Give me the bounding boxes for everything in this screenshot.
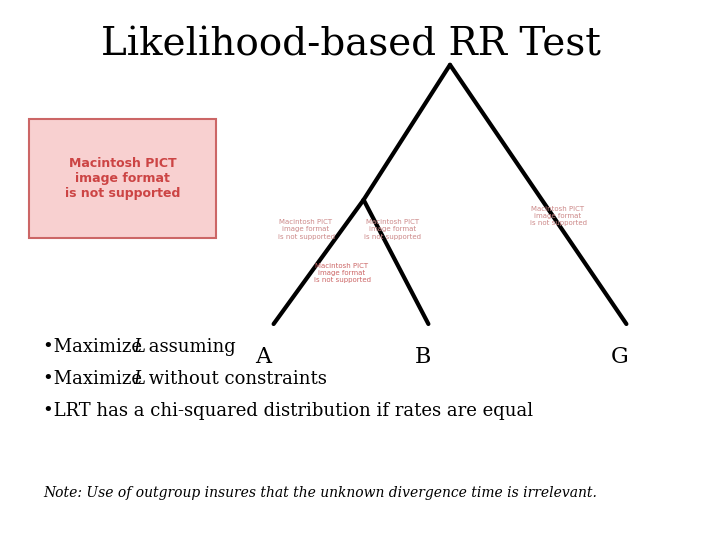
Text: L: L [133, 370, 145, 388]
Text: L: L [133, 338, 145, 355]
Text: Macintosh PICT
image format
is not supported: Macintosh PICT image format is not suppo… [277, 219, 335, 240]
Text: B: B [415, 346, 431, 368]
FancyBboxPatch shape [29, 119, 216, 238]
Text: Likelihood-based RR Test: Likelihood-based RR Test [101, 27, 600, 64]
Text: •LRT has a chi-squared distribution if rates are equal: •LRT has a chi-squared distribution if r… [43, 402, 534, 420]
Text: A: A [255, 346, 271, 368]
Text: Note: Use of outgroup insures that the unknown divergence time is irrelevant.: Note: Use of outgroup insures that the u… [43, 486, 597, 500]
Text: G: G [611, 346, 628, 368]
Text: Macintosh PICT
image format
is not supported: Macintosh PICT image format is not suppo… [313, 262, 371, 283]
Text: •Maximize: •Maximize [43, 370, 148, 388]
Text: without constraints: without constraints [143, 370, 326, 388]
Text: assuming: assuming [143, 338, 235, 355]
Text: Macintosh PICT
image format
is not supported: Macintosh PICT image format is not suppo… [65, 157, 180, 200]
Text: •Maximize: •Maximize [43, 338, 148, 355]
Text: Macintosh PICT
image format
is not supported: Macintosh PICT image format is not suppo… [529, 206, 587, 226]
Text: Macintosh PICT
image format
is not supported: Macintosh PICT image format is not suppo… [364, 219, 421, 240]
